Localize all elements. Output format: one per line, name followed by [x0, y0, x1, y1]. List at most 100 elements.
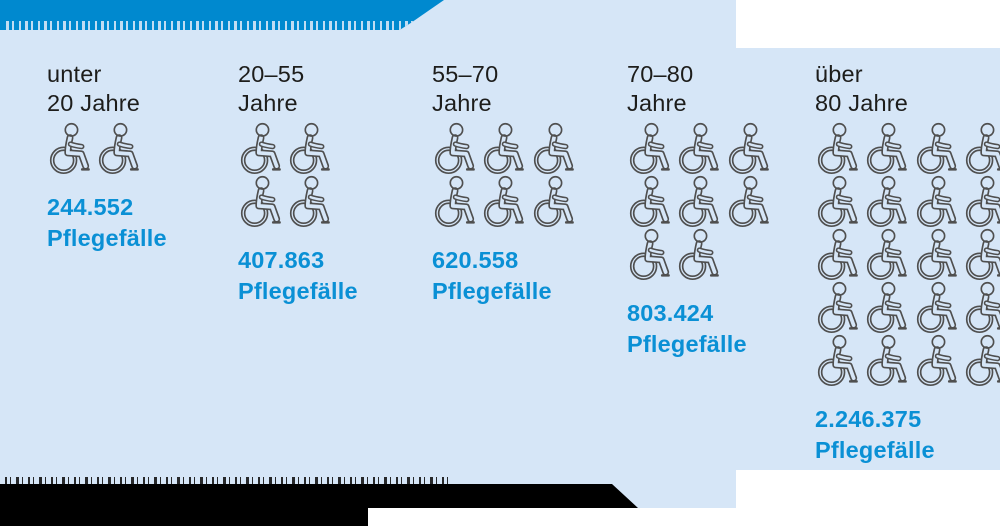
- wheelchair-icon: [629, 122, 670, 174]
- wheelchair-icon-row: [815, 281, 1000, 334]
- cropped-transparent-area: [0, 484, 638, 526]
- value-number: 244.552: [47, 194, 134, 220]
- wheelchair-icon: [817, 122, 858, 174]
- value-block: 803.424 Pflegefälle: [627, 298, 827, 360]
- wheelchair-icon-row: [815, 175, 1000, 228]
- wheelchair-icon: [99, 122, 140, 174]
- title-bar: [0, 0, 444, 30]
- age-label-line1: über: [815, 61, 863, 87]
- wheelchair-icon: [867, 175, 908, 227]
- wheelchair-icon-row: [815, 122, 1000, 175]
- wheelchair-icon: [966, 334, 1000, 386]
- value-unit: Pflegefälle: [815, 437, 935, 463]
- age-group-label: 55–70 Jahre: [432, 60, 632, 118]
- wheelchair-icon-row: [815, 334, 1000, 387]
- age-label-line2: Jahre: [627, 90, 687, 116]
- wheelchair-icon-row: [47, 122, 247, 175]
- panel-right-background: [736, 48, 1000, 470]
- wheelchair-icon: [916, 228, 957, 280]
- age-group-label: über 80 Jahre: [815, 60, 1000, 118]
- wheelchair-icon: [817, 228, 858, 280]
- wheelchair-icon-row: [815, 228, 1000, 281]
- wheelchair-icon: [916, 281, 957, 333]
- age-group-label: 20–55 Jahre: [238, 60, 438, 118]
- age-label-line2: Jahre: [432, 90, 492, 116]
- wheelchair-icon: [728, 175, 769, 227]
- wheelchair-icon: [817, 281, 858, 333]
- wheelchair-icon: [533, 175, 574, 227]
- wheelchair-icon-row: [432, 122, 632, 175]
- value-number: 620.558: [432, 247, 519, 273]
- wheelchair-icon: [916, 122, 957, 174]
- wheelchair-icon: [867, 334, 908, 386]
- wheelchair-icon: [966, 175, 1000, 227]
- age-label-line1: 55–70: [432, 61, 499, 87]
- wheelchair-icon-row: [432, 175, 632, 228]
- wheelchair-icon-row: [627, 228, 827, 281]
- wheelchair-icon: [434, 122, 475, 174]
- age-label-line2: 20 Jahre: [47, 90, 141, 116]
- wheelchair-icon: [966, 122, 1000, 174]
- wheelchair-icon: [629, 228, 670, 280]
- age-group-column-55-70: 55–70 Jahre: [432, 60, 632, 307]
- value-number: 407.863: [238, 247, 325, 273]
- wheelchair-icon: [728, 122, 769, 174]
- wheelchair-icon-row: [627, 175, 827, 228]
- age-label-line1: 20–55: [238, 61, 305, 87]
- value-block: 244.552 Pflegefälle: [47, 192, 247, 254]
- value-number: 2.246.375: [815, 406, 922, 432]
- cropped-source-text-remnant: [5, 477, 450, 485]
- wheelchair-icon-row: [627, 122, 827, 175]
- wheelchair-icon: [484, 175, 525, 227]
- wheelchair-icon-row: [238, 175, 438, 228]
- value-unit: Pflegefälle: [238, 278, 358, 304]
- age-group-column-under-20: unter 20 Jahre 244.552 Pflegefälle: [47, 60, 247, 254]
- wheelchair-icon: [867, 281, 908, 333]
- wheelchair-icon-row: [238, 122, 438, 175]
- wheelchair-icon: [817, 334, 858, 386]
- wheelchair-icon: [679, 175, 720, 227]
- value-block: 620.558 Pflegefälle: [432, 245, 632, 307]
- panel-main-background: [0, 0, 736, 508]
- value-unit: Pflegefälle: [432, 278, 552, 304]
- wheelchair-icon: [49, 122, 90, 174]
- wheelchair-icon: [629, 175, 670, 227]
- value-unit: Pflegefälle: [47, 225, 167, 251]
- age-group-label: 70–80 Jahre: [627, 60, 827, 118]
- wheelchair-icon: [434, 175, 475, 227]
- age-label-line2: Jahre: [238, 90, 298, 116]
- age-label-line2: 80 Jahre: [815, 90, 909, 116]
- value-unit: Pflegefälle: [627, 331, 747, 357]
- wheelchair-icon-grid: [47, 122, 247, 175]
- cropped-title-text-remnant: [6, 21, 431, 30]
- wheelchair-icon: [679, 228, 720, 280]
- wheelchair-icon: [916, 334, 957, 386]
- wheelchair-icon: [484, 122, 525, 174]
- wheelchair-icon: [240, 175, 281, 227]
- age-group-column-20-55: 20–55 Jahre: [238, 60, 438, 307]
- wheelchair-icon: [867, 228, 908, 280]
- wheelchair-icon: [966, 281, 1000, 333]
- wheelchair-icon: [679, 122, 720, 174]
- value-number: 803.424: [627, 300, 714, 326]
- wheelchair-icon-grid: [238, 122, 438, 228]
- wheelchair-icon: [867, 122, 908, 174]
- value-block: 407.863 Pflegefälle: [238, 245, 438, 307]
- wheelchair-icon: [240, 122, 281, 174]
- wheelchair-icon: [817, 175, 858, 227]
- wheelchair-icon: [290, 175, 331, 227]
- wheelchair-icon: [290, 122, 331, 174]
- age-label-line1: 70–80: [627, 61, 694, 87]
- wheelchair-icon: [916, 175, 957, 227]
- wheelchair-icon-grid: [627, 122, 827, 281]
- wheelchair-icon: [533, 122, 574, 174]
- wheelchair-icon: [966, 228, 1000, 280]
- age-group-label: unter 20 Jahre: [47, 60, 247, 118]
- wheelchair-icon-grid: [432, 122, 632, 228]
- value-block: 2.246.375 Pflegefälle: [815, 404, 1000, 466]
- age-label-line1: unter: [47, 61, 102, 87]
- age-group-column-over-80: über 80 Jahre: [815, 60, 1000, 466]
- wheelchair-icon-grid: [815, 122, 1000, 387]
- age-group-column-70-80: 70–80 Jahre: [627, 60, 827, 360]
